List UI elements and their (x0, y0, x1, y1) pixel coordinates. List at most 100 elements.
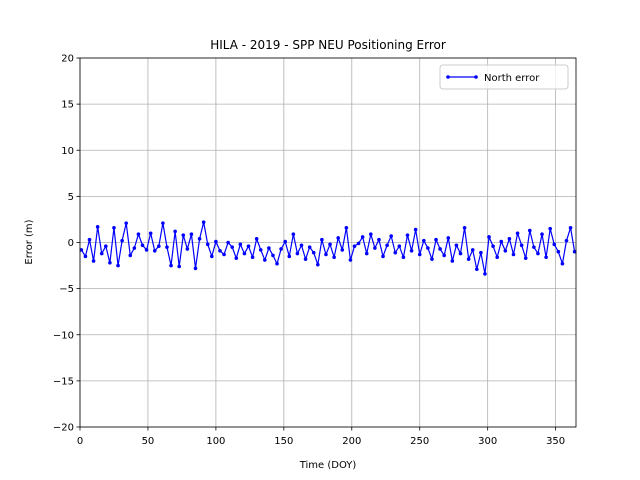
data-point (283, 239, 287, 244)
data-point (197, 237, 202, 241)
data-point (466, 257, 471, 261)
data-point (303, 257, 308, 261)
data-point (205, 242, 210, 247)
data-point (417, 252, 422, 257)
data-point (222, 252, 226, 257)
data-point (324, 252, 328, 257)
data-point (263, 258, 267, 262)
data-point (364, 251, 369, 256)
data-point (503, 249, 508, 253)
data-point (79, 248, 84, 252)
data-point (499, 239, 504, 244)
data-point (360, 235, 365, 239)
data-point (340, 248, 345, 252)
data-point (572, 249, 577, 254)
data-point (369, 232, 373, 236)
data-point (128, 253, 133, 258)
data-point (552, 242, 557, 247)
x-tick-label: 200 (342, 436, 361, 447)
data-point (91, 259, 96, 263)
data-point (560, 261, 565, 266)
data-point (181, 233, 186, 237)
data-point (250, 255, 255, 260)
data-point (519, 243, 524, 248)
data-point (148, 231, 153, 236)
data-point (234, 256, 239, 260)
data-point (132, 246, 137, 250)
data-point (544, 255, 548, 260)
data-point (214, 239, 218, 244)
data-point (210, 254, 214, 259)
data-point (442, 253, 446, 258)
x-tick-label: 250 (410, 436, 429, 447)
data-point (458, 251, 463, 256)
data-point (124, 221, 129, 225)
data-point (295, 251, 300, 256)
data-point (258, 248, 263, 252)
data-point (409, 249, 414, 253)
data-point (157, 244, 161, 248)
data-point (454, 243, 459, 248)
y-tick-label: −15 (53, 376, 74, 387)
y-tick-label: −10 (53, 330, 74, 341)
data-point (446, 236, 451, 240)
data-point (185, 247, 190, 251)
data-point (165, 245, 169, 249)
x-axis-label: Time (DOY) (299, 460, 357, 471)
data-point (87, 237, 92, 242)
data-point (271, 253, 275, 258)
x-tick-label: 0 (77, 436, 83, 447)
legend-label: North error (484, 73, 540, 84)
data-point (316, 262, 320, 267)
data-point (507, 237, 512, 241)
data-point (242, 251, 247, 256)
data-point (328, 242, 332, 247)
data-point (438, 247, 442, 251)
x-tick-label: 100 (206, 436, 225, 447)
data-point (491, 244, 495, 248)
data-point (99, 251, 104, 256)
data-point (479, 250, 483, 255)
data-point (536, 251, 540, 256)
data-point (413, 227, 418, 232)
data-point (475, 267, 479, 272)
legend-marker (446, 75, 450, 79)
data-point (344, 225, 349, 230)
data-point (230, 245, 234, 249)
data-point (104, 244, 108, 248)
y-tick-label: 0 (68, 238, 74, 249)
data-point (548, 226, 552, 231)
data-point (462, 225, 467, 230)
data-point (299, 243, 304, 248)
data-point (161, 221, 165, 225)
data-point (348, 258, 353, 262)
data-point (511, 252, 516, 257)
y-axis-label: Error (m) (24, 219, 35, 264)
data-point (422, 238, 426, 243)
x-tick-label: 300 (478, 436, 497, 447)
data-point (279, 247, 283, 251)
data-point (532, 245, 536, 249)
data-point (140, 243, 145, 248)
data-point (238, 242, 243, 247)
data-point (373, 246, 377, 250)
data-point (152, 249, 157, 253)
data-point (311, 250, 316, 255)
data-point (523, 256, 528, 260)
y-tick-label: −20 (53, 423, 74, 434)
data-point (470, 248, 475, 252)
data-point (144, 248, 149, 252)
data-point (450, 259, 455, 263)
y-tick-label: 20 (61, 54, 74, 65)
data-point (356, 241, 361, 246)
data-point (352, 244, 357, 248)
data-point (397, 244, 402, 248)
data-point (426, 246, 430, 250)
data-point (381, 254, 385, 259)
data-point (430, 257, 434, 261)
y-tick-label: 10 (61, 146, 74, 157)
data-point (527, 228, 532, 233)
data-point (169, 263, 173, 268)
chart-title: HILA - 2019 - SPP NEU Positioning Error (210, 38, 446, 52)
data-point (246, 244, 251, 248)
